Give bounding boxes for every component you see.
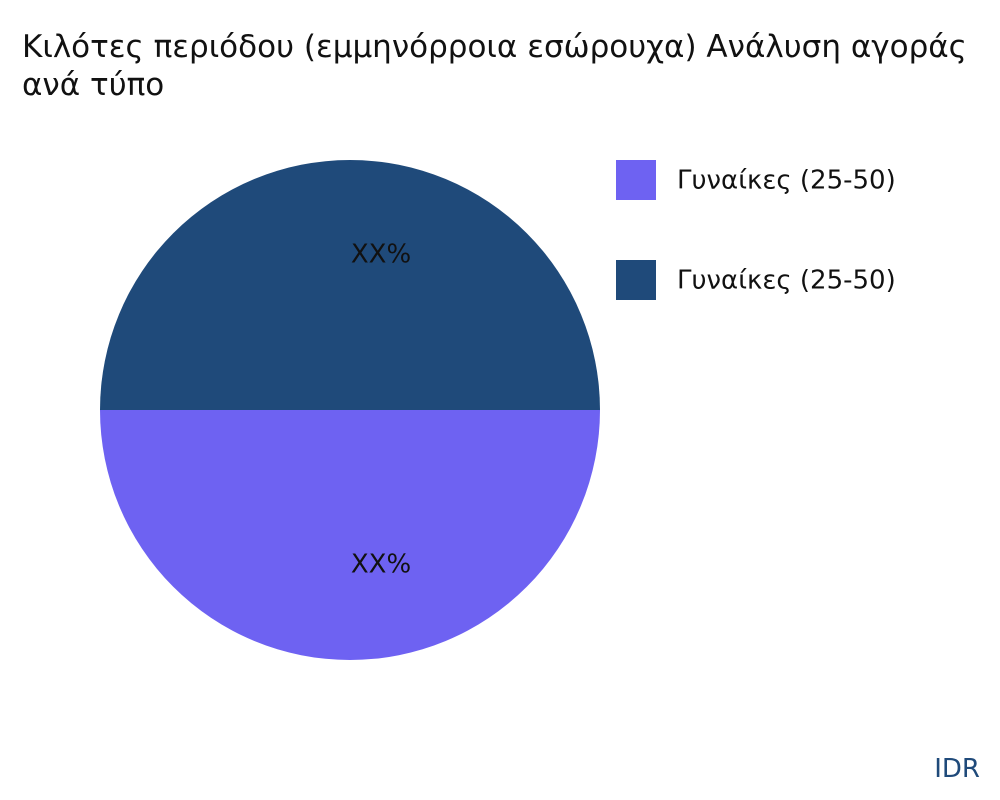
pie-slice (100, 410, 600, 660)
legend-label: Γυναίκες (25-50) (677, 166, 896, 196)
legend-label: Γυναίκες (25-50) (677, 266, 896, 296)
legend-swatch (616, 260, 656, 300)
chart-title: Κιλότες περιόδου (εμμηνόρροια εσώρουχα) … (22, 29, 967, 103)
pie-slice (100, 160, 600, 410)
value-label: XX% (351, 550, 411, 580)
legend-swatch (616, 160, 656, 200)
watermark: IDR (934, 754, 980, 784)
value-label: XX% (351, 240, 411, 270)
